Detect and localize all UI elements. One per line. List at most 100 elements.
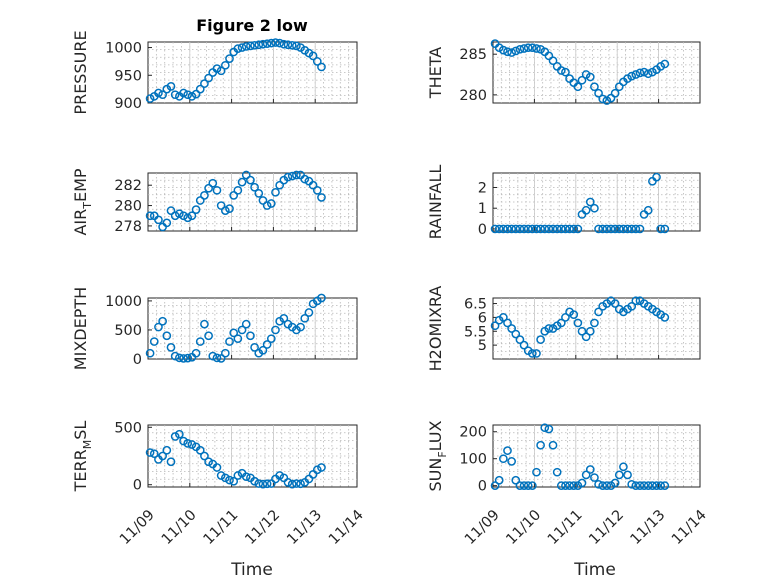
data-point: [627, 301, 637, 311]
data-point: [271, 325, 280, 335]
data-point: [623, 224, 632, 234]
data-point: [271, 187, 280, 197]
y-tick-label: 6: [478, 310, 487, 326]
data-point: [610, 299, 620, 308]
y-tick-label: 285: [459, 47, 487, 63]
data-point: [246, 331, 255, 341]
data-point: [515, 224, 525, 234]
y-tick-label: 6.5: [464, 297, 487, 313]
data-point: [499, 224, 508, 234]
data-point: [179, 211, 188, 221]
data-point: [166, 82, 176, 91]
data-point: [220, 473, 230, 483]
data-point: [648, 481, 657, 491]
data-point: [594, 88, 603, 98]
data-point: [220, 348, 230, 358]
data-point: [610, 88, 620, 98]
data-point: [602, 481, 612, 491]
data-point: [635, 224, 645, 234]
data-point: [279, 39, 289, 49]
data-point: [195, 84, 205, 94]
data-point: [561, 224, 570, 234]
data-point: [158, 316, 167, 326]
data-point: [610, 224, 620, 234]
data-point: [585, 197, 595, 207]
data-point: [241, 42, 251, 51]
data-point: [561, 481, 570, 491]
data-point: [573, 82, 583, 92]
data-point: [499, 313, 508, 322]
data-point: [606, 224, 616, 234]
y-tick-label: 900: [114, 96, 142, 112]
data-point: [195, 196, 205, 205]
y-tick-label: 0: [478, 479, 487, 495]
data-point: [175, 209, 184, 219]
data-point: [250, 476, 259, 486]
data-point: [200, 191, 209, 200]
data-point: [548, 224, 558, 234]
data-point: [556, 66, 566, 75]
data-point: [292, 479, 301, 488]
data-point: [652, 481, 661, 491]
data-point: [204, 331, 213, 341]
data-point: [266, 38, 276, 48]
y-tick-label: 0: [133, 478, 142, 494]
data-point: [585, 326, 595, 336]
data-point: [287, 479, 297, 489]
data-point: [250, 40, 259, 50]
data-point: [532, 224, 541, 234]
y-tick-label: 5.5: [464, 324, 487, 340]
data-point: [548, 440, 558, 450]
data-point: [166, 457, 176, 467]
y-axis-label: TERRMSL: [71, 421, 94, 493]
data-point: [556, 224, 566, 234]
data-point: [631, 70, 641, 79]
data-point: [283, 172, 293, 182]
x-tick-label: 11/11: [201, 507, 242, 548]
data-point: [536, 335, 545, 344]
data-point: [170, 432, 180, 441]
data-point: [317, 293, 326, 303]
data-point: [250, 343, 259, 352]
data-point: [594, 307, 603, 317]
data-point: [162, 445, 172, 455]
data-point: [308, 180, 318, 190]
data-point: [183, 90, 193, 100]
data-point: [627, 71, 637, 81]
axes-box: [492, 41, 701, 104]
data-point: [635, 68, 645, 78]
data-point: [536, 224, 545, 234]
data-point: [212, 185, 222, 195]
data-point: [145, 448, 155, 457]
data-point: [216, 354, 226, 363]
data-point: [166, 343, 176, 352]
data-point: [200, 319, 209, 329]
data-point: [490, 321, 500, 331]
data-point: [287, 171, 297, 181]
x-axis-label-right: Time: [573, 560, 616, 580]
data-point: [287, 40, 297, 50]
x-tick-label: 11/09: [117, 507, 158, 548]
data-point: [271, 38, 280, 47]
y-tick-label: 500: [114, 323, 142, 339]
data-point: [225, 337, 234, 346]
y-tick-label: 1: [478, 201, 487, 217]
data-point: [183, 439, 193, 448]
data-point: [527, 43, 537, 53]
data-point: [590, 82, 599, 92]
data-point: [195, 337, 205, 346]
data-point: [246, 41, 255, 51]
data-point: [532, 467, 541, 477]
data-point: [187, 211, 197, 221]
data-point: [635, 481, 645, 491]
data-point: [507, 48, 516, 57]
data-point: [229, 476, 239, 486]
data-point: [660, 313, 670, 322]
y-axis-label: SUNFLUX: [426, 420, 449, 491]
data-point: [225, 475, 234, 485]
data-point: [154, 88, 163, 98]
data-point: [187, 91, 197, 101]
data-point: [556, 481, 566, 491]
data-point: [511, 46, 521, 56]
data-point: [536, 440, 545, 450]
